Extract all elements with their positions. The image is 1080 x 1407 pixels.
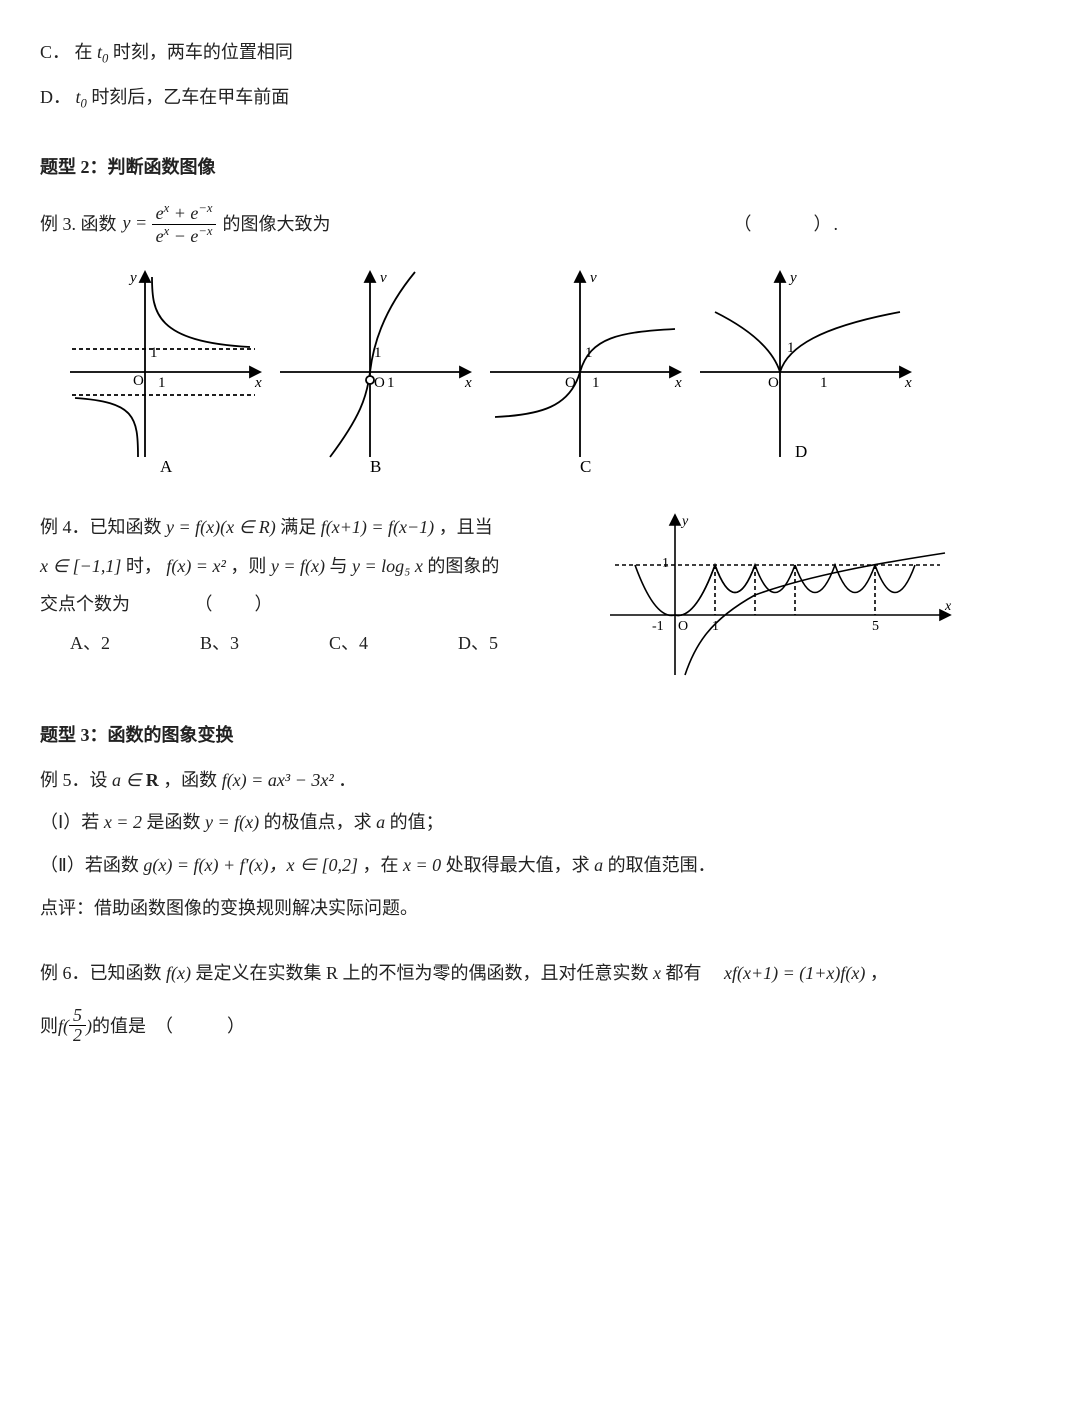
ex5-x0: x = 0 (403, 855, 441, 875)
example-4: 例 4．已知函数 y = f(x)(x ∈ R) 满足 f(x+1) = f(x… (40, 505, 960, 685)
chart-d-label: D (795, 442, 807, 461)
chart-c-label: C (580, 457, 591, 476)
opt-c-pre: 在 (75, 42, 93, 62)
svg-text:-1: -1 (652, 619, 664, 634)
ex4-opt-a: A、2 (70, 629, 110, 658)
svg-text:5: 5 (872, 619, 879, 634)
ex5-gx: g(x) = f(x) + f′(x)，x ∈ [0,2] (143, 855, 358, 875)
ex4-line2: x ∈ [−1,1] 时， f(x) = x² ，则 y = f(x) 与 y … (40, 552, 580, 581)
ex4-opt-b: B、3 (200, 629, 239, 658)
ex6-x: x (653, 963, 661, 983)
ex4-domain: x ∈ [−1,1] (40, 556, 121, 576)
opt-d-post: 时刻后，乙车在甲车前面 (91, 87, 289, 107)
svg-text:1: 1 (374, 345, 382, 361)
ex3-numerator: ex + e−x (152, 202, 217, 225)
example-5-comment: 点评：借助函数图像的变换规则解决实际问题。 (40, 894, 960, 923)
example-5-part2: （Ⅱ）若函数 g(x) = f(x) + f′(x)，x ∈ [0,2] ，在 … (40, 851, 960, 880)
svg-text:1: 1 (712, 619, 719, 634)
chart-a: O 1 1 x y A (60, 257, 270, 477)
svg-text:y: y (680, 514, 689, 529)
chart-b-label: B (370, 457, 381, 476)
prev-option-c: C． 在 t0 时刻，两车的位置相同 (40, 38, 960, 69)
opt-d-label: D． (40, 87, 71, 107)
svg-text:1: 1 (585, 345, 593, 361)
ex5-x2: x = 2 (104, 812, 142, 832)
example-6-line1: 例 6．已知函数 f(x) 是定义在实数集 R 上的不恒为零的偶函数，且对任意实… (40, 959, 960, 988)
ex5-a: a (376, 812, 385, 832)
ex5-a2: a (594, 855, 603, 875)
svg-text:O: O (768, 375, 779, 391)
svg-text:1: 1 (387, 375, 395, 391)
ex6-eq: xf(x+1) = (1+x)f(x) (724, 963, 865, 983)
ex3-charts: O 1 1 x y A O 1 1 x v B (60, 257, 960, 477)
ex6-f52: f(52) (58, 1006, 92, 1047)
ex4-fx-def: y = f(x)(x ∈ R) (166, 517, 276, 537)
example-5-line1: 例 5．设 a ∈ R ，函数 f(x) = ax³ − 3x² ． (40, 766, 960, 795)
t0-var-c: t0 (97, 42, 108, 62)
chart-b: O 1 1 x v B (270, 257, 480, 477)
ex4-opt-c: C、4 (329, 629, 368, 658)
example-3: 例 3. 函数 y = ex + e−x ex − e−x 的图像大致为 （ ）… (40, 202, 960, 247)
ex6-fx: f(x) (166, 963, 191, 983)
svg-text:x: x (904, 375, 912, 391)
ex3-denominator: ex − e−x (152, 225, 217, 247)
ex4-paren: （ ） (195, 594, 275, 614)
svg-text:x: x (674, 375, 682, 391)
section-2-title: 题型 2：判断函数图像 (40, 153, 960, 182)
chart-d: O 1 1 x y D (690, 257, 920, 477)
chart-a-label: A (160, 457, 173, 476)
svg-text:1: 1 (662, 556, 669, 571)
ex4-graph: -1 O 1 5 1 x y (600, 505, 960, 685)
example-5-part1: （Ⅰ）若 x = 2 是函数 y = f(x) 的极值点，求 a 的值； (40, 808, 960, 837)
ex3-formula: y = ex + e−x ex − e−x (123, 202, 217, 247)
svg-text:y: y (128, 270, 137, 286)
ex4-line3: 交点个数为 （ ） (40, 590, 580, 619)
ex5-a-in-r: a ∈ R (112, 770, 159, 790)
chart-c: O 1 1 x v C (480, 257, 690, 477)
svg-text:O: O (374, 375, 385, 391)
ex4-yfx: y = f(x) (271, 556, 325, 576)
svg-text:v: v (380, 270, 387, 286)
svg-text:1: 1 (820, 375, 828, 391)
svg-text:1: 1 (158, 375, 166, 391)
svg-text:O: O (678, 619, 688, 634)
opt-c-label: C． (40, 42, 70, 62)
svg-text:x: x (944, 599, 952, 614)
section-3-title: 题型 3：函数的图象变换 (40, 721, 960, 750)
svg-text:O: O (565, 375, 576, 391)
ex4-fx-sq: f(x) = x² (166, 556, 226, 576)
opt-c-post: 时刻，两车的位置相同 (113, 42, 293, 62)
svg-text:1: 1 (787, 340, 795, 356)
svg-text:1: 1 (592, 375, 600, 391)
ex4-options: A、2 B、3 C、4 D、5 (70, 629, 580, 658)
svg-text:1: 1 (150, 345, 158, 361)
ex3-paren: （ ）. (734, 210, 841, 239)
svg-text:v: v (590, 270, 597, 286)
example-6-line2: 则 f(52) 的值是 （ ） (40, 1006, 960, 1047)
ex4-opt-d: D、5 (458, 629, 498, 658)
ex4-logx: y = log₅ x (352, 556, 423, 576)
t0-var-d: t0 (76, 87, 87, 107)
prev-option-d: D． t0 时刻后，乙车在甲车前面 (40, 83, 960, 114)
ex4-cond: f(x+1) = f(x−1) (321, 517, 434, 537)
svg-text:O: O (133, 373, 144, 389)
ex3-prefix: 例 3. 函数 (40, 210, 117, 239)
svg-text:x: x (464, 375, 472, 391)
ex4-line1: 例 4．已知函数 y = f(x)(x ∈ R) 满足 f(x+1) = f(x… (40, 513, 580, 542)
svg-text:y: y (788, 270, 797, 286)
ex3-suffix: 的图像大致为 (222, 210, 330, 239)
svg-text:x: x (254, 375, 262, 391)
ex5-fx: f(x) = ax³ − 3x² (222, 770, 334, 790)
ex5-yfx: y = f(x) (205, 812, 259, 832)
